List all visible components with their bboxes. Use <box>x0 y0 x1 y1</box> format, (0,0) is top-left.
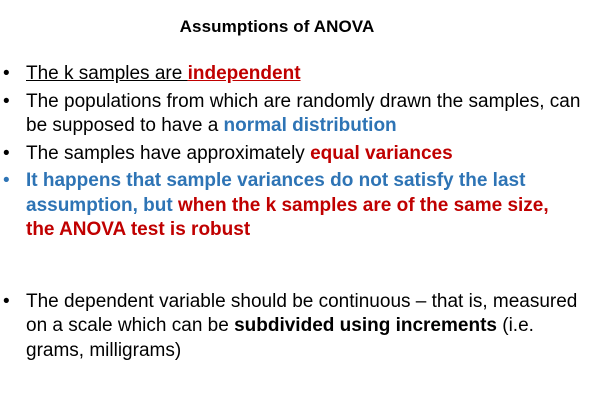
bullet-text: The k samples are <box>26 63 188 84</box>
highlight-equal-variances: equal variances <box>310 142 453 164</box>
highlight-subdivided: subdivided using increments <box>234 315 497 336</box>
bullet-dot-icon: • <box>3 142 10 164</box>
bullet-dot-icon: • <box>3 290 10 312</box>
highlight-anova-robust: when the k samples are of the same size,… <box>26 194 549 241</box>
bullet-dot-icon: • <box>3 90 10 112</box>
highlight-independent: independent <box>187 63 301 84</box>
bullet-continuous-variable: • The dependent variable should be conti… <box>0 290 590 364</box>
highlight-normal-distribution: normal distribution <box>223 115 397 136</box>
bullet-text-tail: (i.e. grams, milligrams) <box>26 315 534 361</box>
bullet-text: The dependent variable should be continu… <box>26 290 578 337</box>
bullet-dot-icon: • <box>3 63 10 84</box>
bullet-equal-variances: • The samples have approximately equal v… <box>0 142 590 167</box>
bullet-dot-icon: • <box>3 170 10 191</box>
bullet-text: The samples have approximately <box>26 142 311 164</box>
bullet-independent: • The k samples are independent <box>0 62 590 87</box>
bullet-normal-distribution: • The populations from which are randoml… <box>0 90 590 139</box>
bullet-text-blue: It happens that sample variances do not … <box>26 170 526 216</box>
bullet-text: The populations from which are randomly … <box>26 90 581 137</box>
slide-title: Assumptions of ANOVA <box>179 17 375 36</box>
bullet-list: • The k samples are independent • The po… <box>0 62 590 366</box>
bullet-robustness: • It happens that sample variances do no… <box>0 169 590 243</box>
